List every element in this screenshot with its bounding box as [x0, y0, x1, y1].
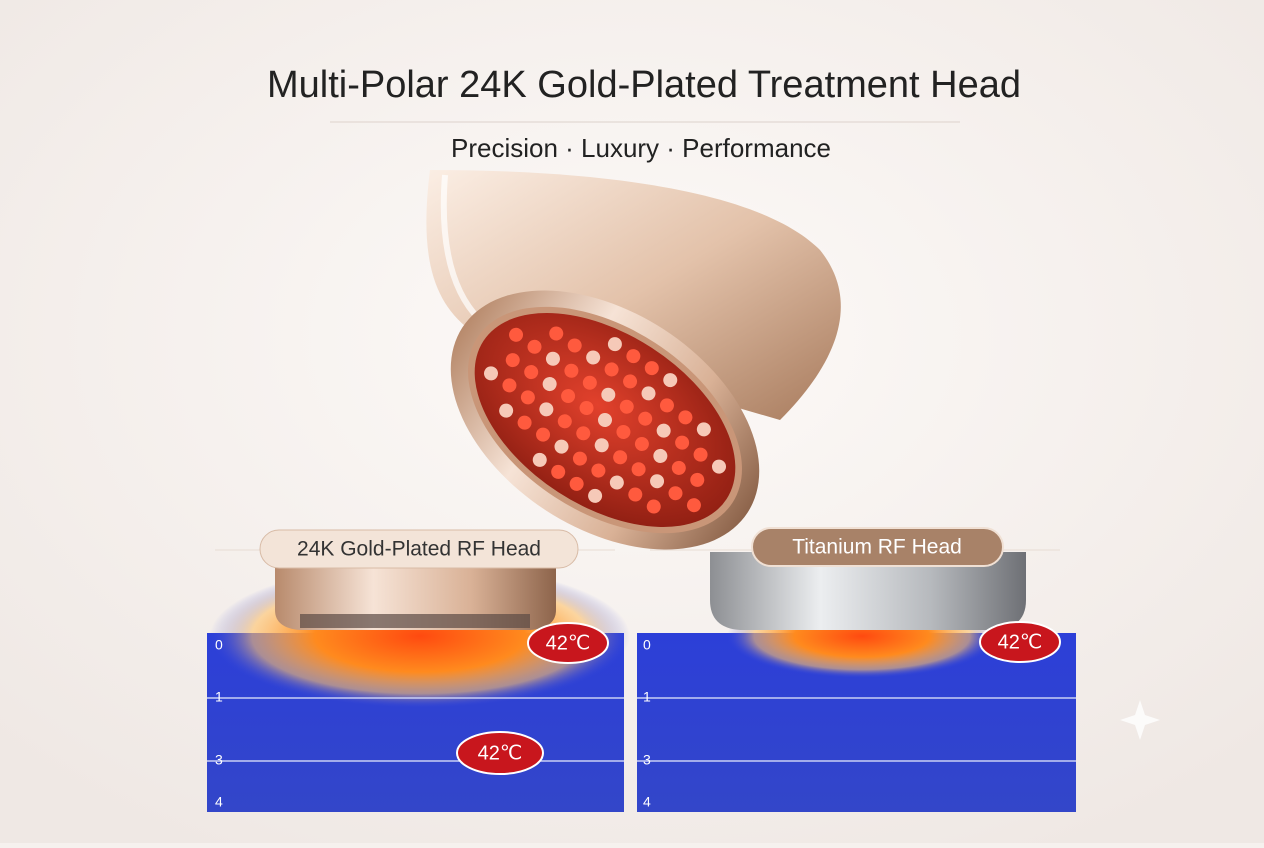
electrode [675, 435, 690, 450]
depth-tick: 4 [215, 794, 223, 810]
electrode [545, 351, 560, 366]
electrode [549, 326, 564, 341]
electrode [616, 424, 631, 439]
electrode [686, 498, 701, 513]
temperature-badge: 42℃ [546, 632, 591, 654]
electrode [609, 475, 624, 490]
electrode [696, 422, 711, 437]
electrode [668, 486, 683, 501]
temperature-badge: 42℃ [478, 742, 523, 764]
electrode [554, 439, 569, 454]
electrode [619, 399, 634, 414]
electrode [613, 450, 628, 465]
electrode [626, 349, 641, 364]
electrode [505, 353, 520, 368]
electrode [601, 387, 616, 402]
device [426, 170, 841, 550]
depth-tick: 4 [643, 794, 651, 810]
electrode [576, 426, 591, 441]
electrode [509, 327, 524, 342]
head-label: 24K Gold-Plated RF Head [297, 538, 541, 561]
subtitle: Precision · Luxury · Performance [451, 133, 831, 163]
electrode [561, 389, 576, 404]
electrode [656, 423, 671, 438]
electrode [663, 373, 678, 388]
electrode [569, 476, 584, 491]
head-label: Titanium RF Head [792, 536, 962, 559]
electrode [598, 413, 612, 427]
electrode [483, 366, 498, 381]
electrode [653, 448, 668, 463]
depth-tick: 1 [643, 689, 651, 705]
temperature-badge: 42℃ [998, 631, 1043, 653]
electrode [631, 462, 646, 477]
depth-tick: 3 [643, 752, 651, 768]
title: Multi-Polar 24K Gold-Plated Treatment He… [267, 64, 1021, 106]
electrode [623, 374, 638, 389]
electrode [594, 438, 609, 453]
electrode [517, 415, 532, 430]
electrode [524, 365, 539, 380]
electrode [712, 459, 727, 474]
electrode [659, 398, 674, 413]
electrode [502, 378, 517, 393]
electrode [690, 472, 705, 487]
electrode [536, 427, 551, 442]
electrode [572, 451, 587, 466]
electrode [646, 499, 661, 514]
electrode [678, 410, 693, 425]
electrode [527, 339, 542, 354]
electrode [650, 474, 665, 489]
electrode [557, 414, 572, 429]
electrode [551, 464, 566, 479]
panel-gold: 0 1 3 4 24K Gold-Plated RF Head 42℃ 42℃ [207, 529, 630, 812]
electrode [542, 377, 557, 392]
depth-tick: 0 [215, 637, 223, 653]
depth-tick: 1 [215, 689, 223, 705]
depth-tick: 0 [643, 637, 651, 653]
sparkle [1120, 700, 1160, 740]
electrode [591, 463, 606, 478]
electrode [499, 403, 514, 418]
depth-tick: 3 [215, 752, 223, 768]
electrode [586, 350, 601, 365]
electrode [579, 401, 594, 416]
panel-titanium: 0 1 3 4 Titanium RF Head 42℃ [637, 527, 1076, 812]
electrode [693, 447, 708, 462]
electrode [532, 452, 547, 467]
electrode [638, 411, 653, 426]
electrode [582, 375, 597, 390]
electrode [567, 338, 582, 353]
electrode [671, 460, 686, 475]
electrode [520, 390, 535, 405]
electrode [604, 362, 619, 377]
electrode [539, 402, 554, 417]
electrode [634, 436, 649, 451]
electrode [564, 363, 579, 378]
electrode [644, 361, 659, 376]
electrode [588, 488, 603, 503]
electrode [641, 386, 656, 401]
electrode [607, 337, 622, 352]
electrode [628, 487, 643, 502]
